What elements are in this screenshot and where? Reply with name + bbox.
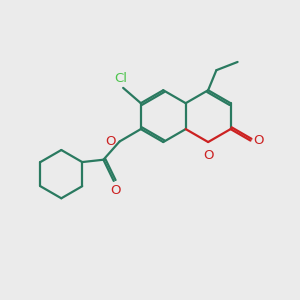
Text: O: O bbox=[253, 134, 263, 147]
Text: O: O bbox=[203, 148, 213, 161]
Text: O: O bbox=[110, 184, 120, 197]
Text: O: O bbox=[106, 135, 116, 148]
Text: Cl: Cl bbox=[114, 72, 127, 85]
